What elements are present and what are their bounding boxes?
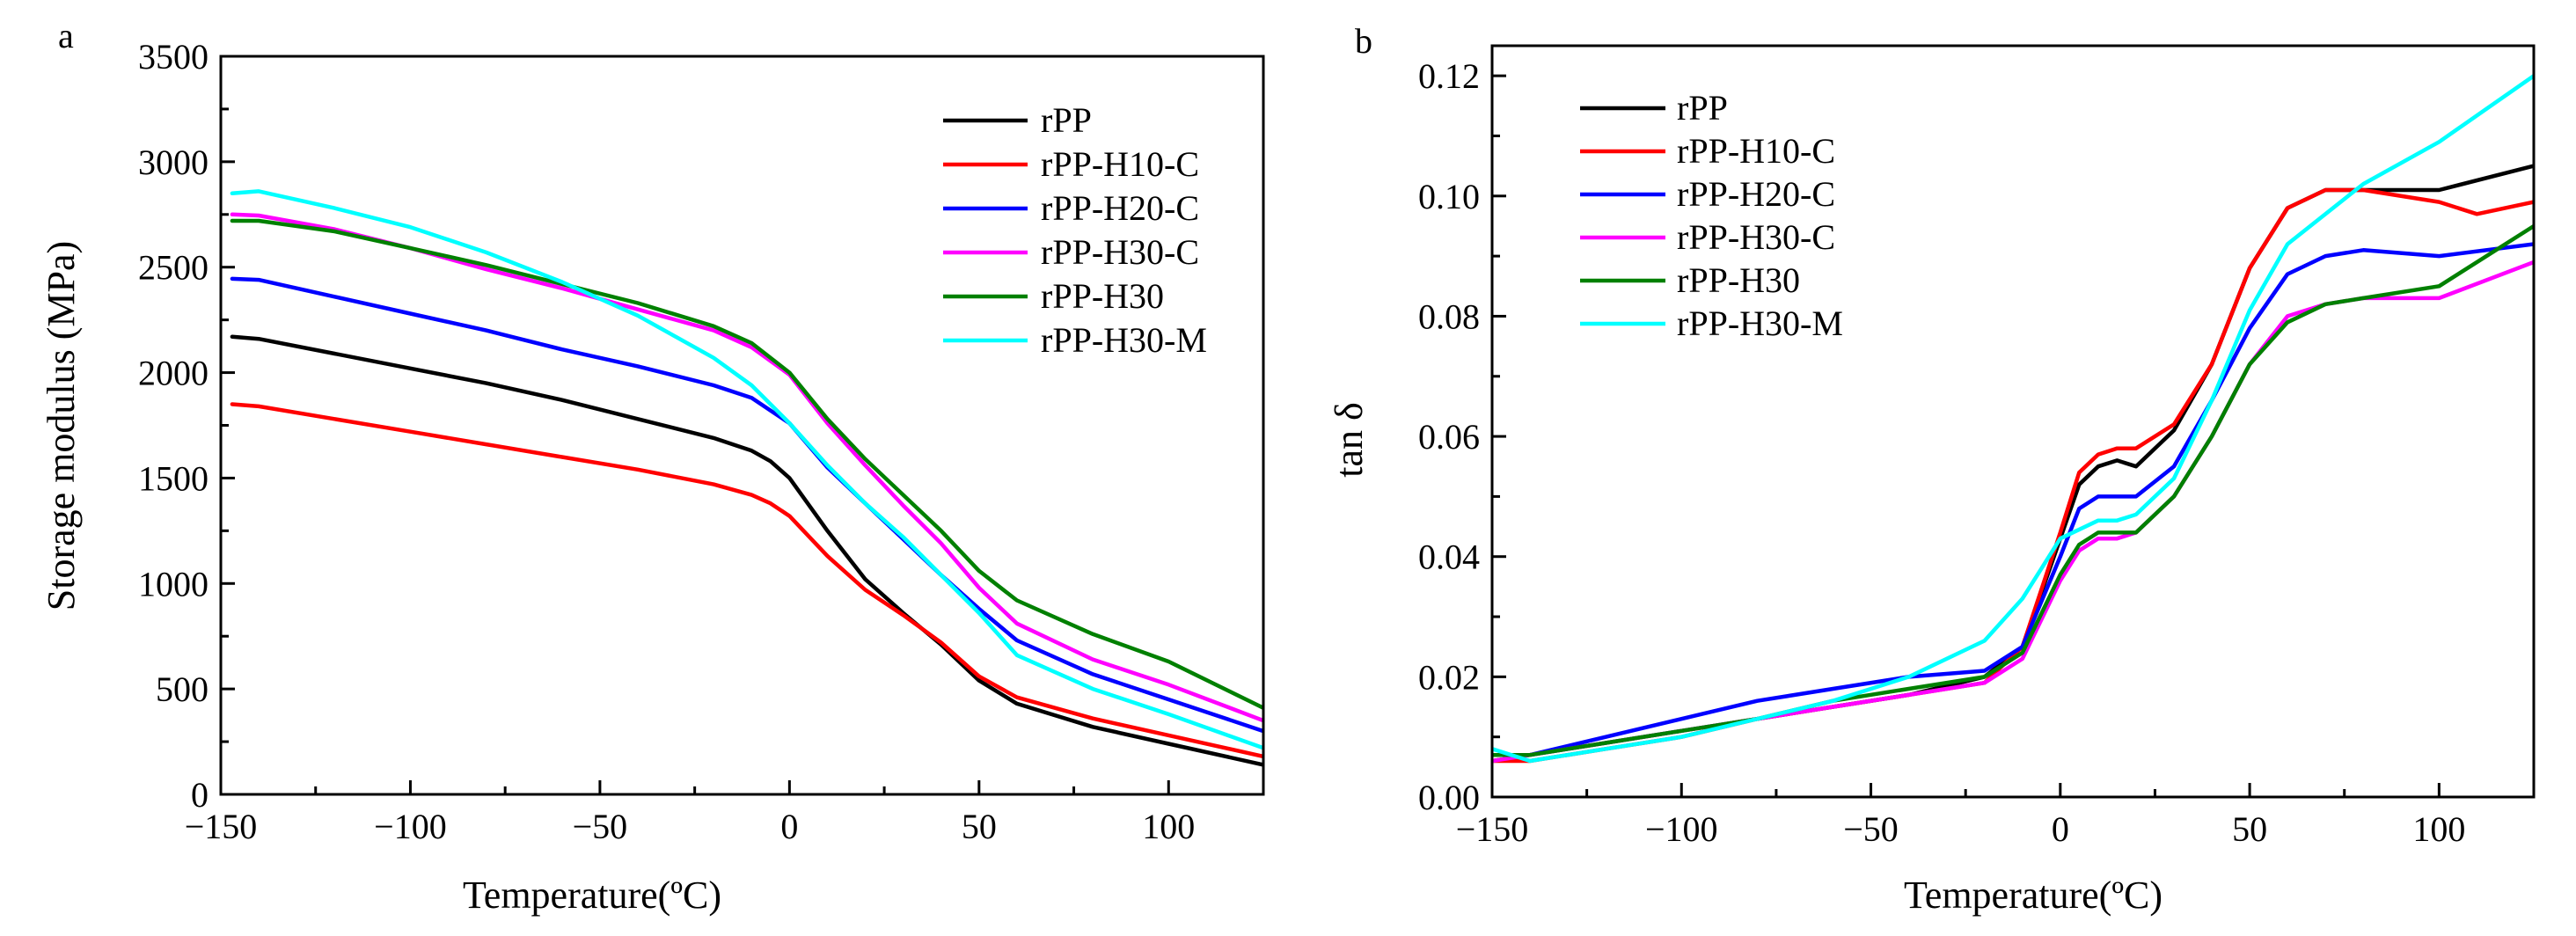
panel-a-x-tick-label: 100: [1142, 807, 1195, 846]
panel-b-series-line-3: [1492, 242, 2534, 757]
panel-b-legend-label: rPP-H30: [1677, 260, 1800, 300]
panel-b-series-line-4: [1492, 260, 2534, 764]
panel-a-y-tick-label: 3500: [138, 37, 209, 77]
panel-a-y-tick-label: 2000: [138, 354, 209, 393]
panel-b-series-line-1: [1492, 164, 2534, 764]
panel-a-legend-label: rPP-H30-M: [1041, 320, 1207, 360]
panel-a-legend-label: rPP-H30-C: [1041, 232, 1199, 272]
panel-b: b −150 −100 −50 0 50 100 0.00 0.02 0.04 0.06 0.08 0…: [1328, 21, 2536, 917]
panel-a-y-axis-title: Storage modulus (MPa): [40, 241, 83, 611]
panel-b-x-tick-label: 0: [2052, 809, 2069, 849]
panel-b-legend: rPPrPP-H10-CrPP-H20-CrPP-H30-CrPP-H30rPP…: [1580, 88, 1843, 343]
panel-a-y-tick-label: 500: [156, 669, 209, 709]
panel-a-x-tick-label: −50: [573, 807, 628, 846]
panel-b-y-tick-label: 0.08: [1418, 296, 1480, 336]
panel-b-plot-frame: [1490, 44, 2536, 799]
panel-b-x-tick-label: −150: [1456, 809, 1529, 849]
panel-a-legend: rPPrPP-H10-CrPP-H20-CrPP-H30-CrPP-H30rPP…: [943, 100, 1207, 360]
panel-a-y-tick-label: 3000: [138, 143, 209, 182]
panel-a-y-tick-label: 1000: [138, 564, 209, 603]
panel-b-series-line-5: [1492, 223, 2534, 757]
panel-a-series-line-5: [230, 218, 1263, 710]
panel-b-y-tick-label: 0.00: [1418, 778, 1480, 817]
panel-b-legend-label: rPP-H20-C: [1677, 174, 1835, 214]
panel-b-legend-label: rPP: [1677, 88, 1728, 128]
panel-a-x-tick-label: 0: [780, 807, 798, 846]
panel-b-y-tick-label: 0.12: [1418, 56, 1480, 96]
panel-b-y-tick-label: 0.06: [1418, 417, 1480, 457]
panel-b-label: b: [1355, 21, 1372, 61]
panel-a-series-line-1: [230, 334, 1263, 767]
panel-a-series-line-6: [230, 189, 1263, 750]
panel-b-y-tick-label: 0.10: [1418, 177, 1480, 216]
panel-b-series-line-6: [1492, 73, 2534, 764]
panel-b-y-tick-label: 0.02: [1418, 657, 1480, 697]
panel-b-x-tick-label: 100: [2412, 809, 2465, 849]
panel-a-series-line-2: [230, 402, 1263, 759]
panel-b-legend-label: rPP-H30-C: [1677, 217, 1835, 257]
panel-a-legend-label: rPP: [1041, 100, 1092, 140]
panel-b-y-axis-title: tan δ: [1328, 402, 1371, 478]
panel-b-x-tick-label: −100: [1645, 809, 1718, 849]
panel-b-series: [1492, 73, 2534, 764]
panel-b-legend-label: rPP-H10-C: [1677, 131, 1835, 171]
panel-a-legend-label: rPP-H10-C: [1041, 144, 1199, 184]
panel-a-series: [230, 189, 1263, 767]
panel-a-legend-label: rPP-H30: [1041, 276, 1164, 316]
panel-a-y-tick-label: 1500: [138, 458, 209, 498]
panel-a-x-axis-title: Temperature(ºC): [463, 874, 721, 917]
panel-b-series-line-2: [1492, 187, 2534, 764]
panel-a-label: a: [58, 16, 74, 55]
panel-b-ticks: −150 −100 −50 0 50 100 0.00 0.02 0.04 0.06 0.08 0.1…: [1418, 56, 2465, 849]
panel-b-legend-label: rPP-H30-M: [1677, 303, 1843, 343]
panel-b-y-tick-label: 0.04: [1418, 537, 1480, 577]
panel-a-x-tick-label: −150: [185, 807, 258, 846]
panel-a-x-tick-label: −100: [374, 807, 447, 846]
panel-a-x-tick-label: 50: [962, 807, 997, 846]
panel-b-x-axis-title: Temperature(ºC): [1904, 874, 2163, 917]
panel-a-legend-label: rPP-H20-C: [1041, 188, 1199, 228]
panel-a-ticks: −150 −100 −50 0 50 10005001000150020002500300…: [138, 37, 1195, 846]
panel-a-y-tick-label: 2500: [138, 248, 209, 288]
panel-b-x-tick-label: 50: [2232, 809, 2267, 849]
panel-a: a −150 −100 −50 0 50 100050010001500200025003…: [40, 16, 1265, 917]
panel-a-y-tick-label: 0: [191, 775, 209, 815]
panel-b-x-tick-label: −50: [1843, 809, 1899, 849]
